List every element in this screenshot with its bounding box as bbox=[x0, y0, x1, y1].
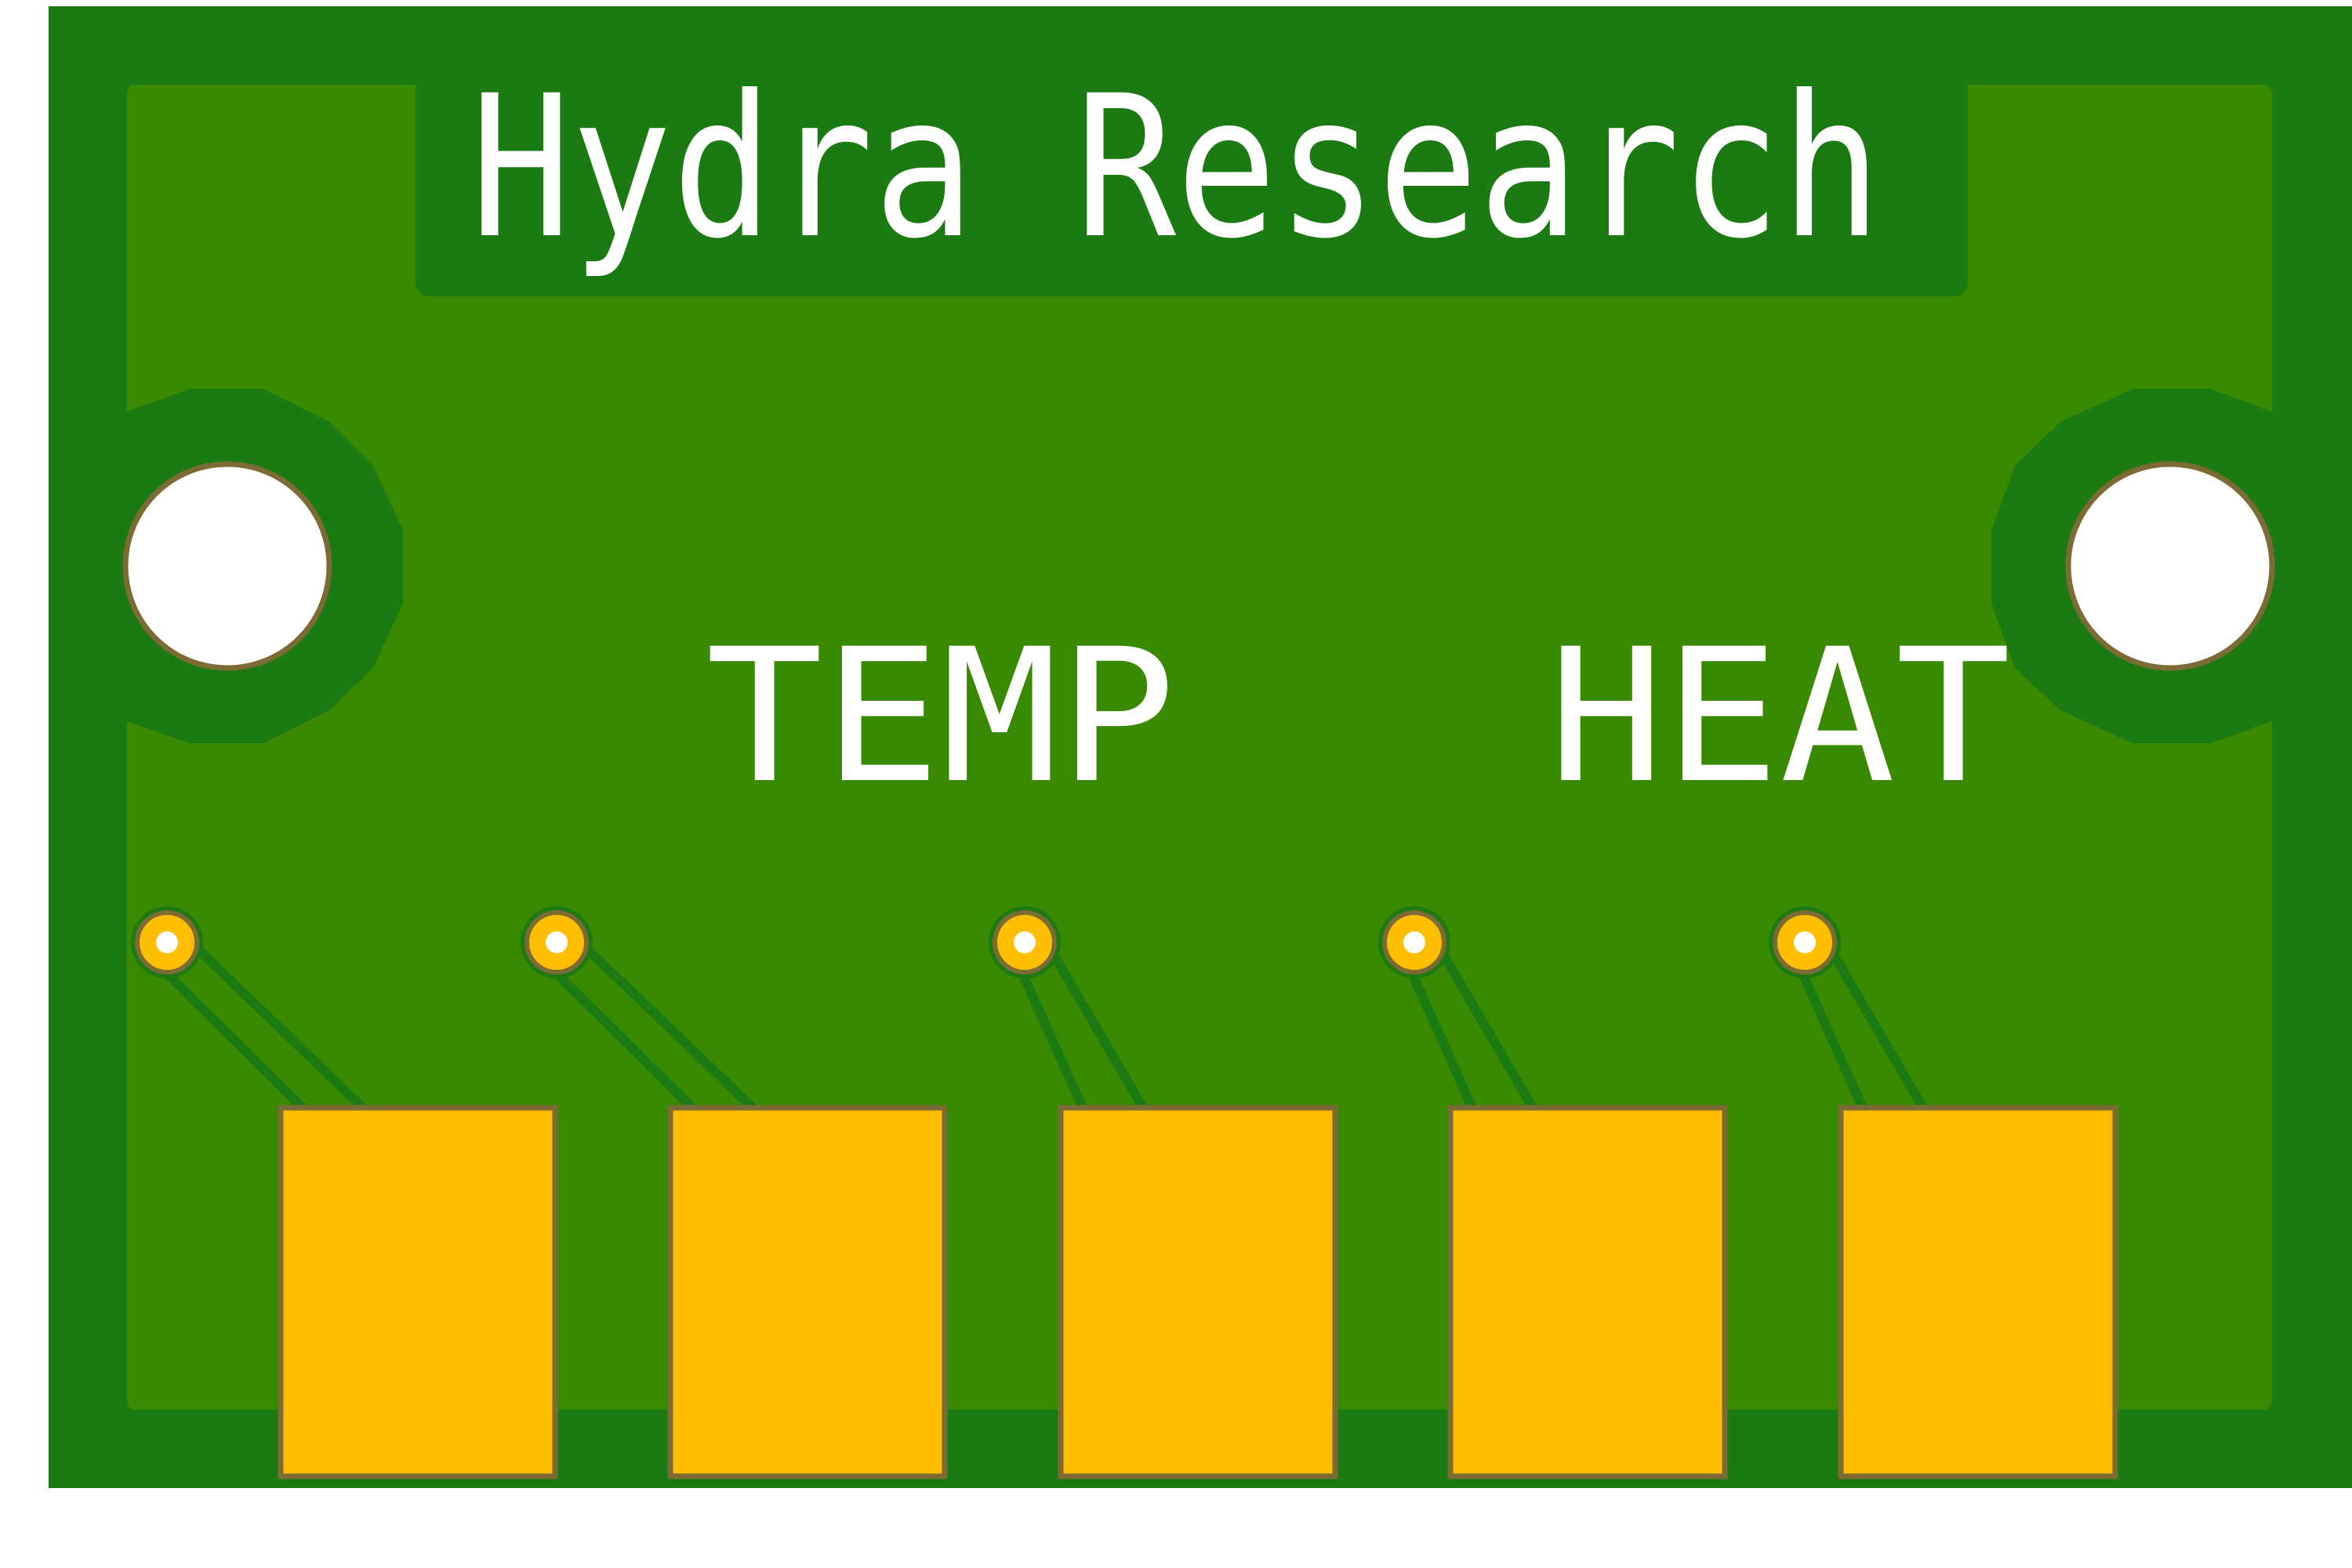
edge-pad bbox=[278, 1105, 558, 1479]
edge-pad bbox=[1058, 1105, 1338, 1479]
pad-group bbox=[278, 1105, 2118, 1479]
label-heat: HEAT bbox=[1548, 610, 2011, 824]
trace bbox=[548, 965, 697, 1112]
trace bbox=[182, 934, 368, 1112]
via-group bbox=[131, 906, 1841, 978]
brand-title: Hydra Research bbox=[470, 53, 1882, 281]
trace bbox=[1429, 934, 1537, 1112]
trace bbox=[1040, 934, 1148, 1112]
trace bbox=[1796, 965, 1867, 1112]
mounting-hole-left bbox=[122, 461, 332, 671]
trace bbox=[1016, 965, 1087, 1112]
via-hole bbox=[1014, 931, 1036, 953]
edge-pad bbox=[1838, 1105, 2118, 1479]
label-temp: TEMP bbox=[706, 610, 1176, 824]
edge-pad bbox=[1447, 1105, 1728, 1479]
via-hole bbox=[546, 931, 568, 953]
trace bbox=[158, 965, 307, 1112]
via-hole bbox=[1403, 931, 1425, 953]
trace bbox=[572, 934, 757, 1112]
mounting-hole-right bbox=[2065, 461, 2275, 671]
trace-group bbox=[158, 934, 1928, 1112]
via-hole bbox=[1794, 931, 1816, 953]
via-hole bbox=[156, 931, 178, 953]
edge-pad bbox=[667, 1105, 948, 1479]
trace bbox=[1820, 934, 1928, 1112]
trace bbox=[1406, 965, 1477, 1112]
